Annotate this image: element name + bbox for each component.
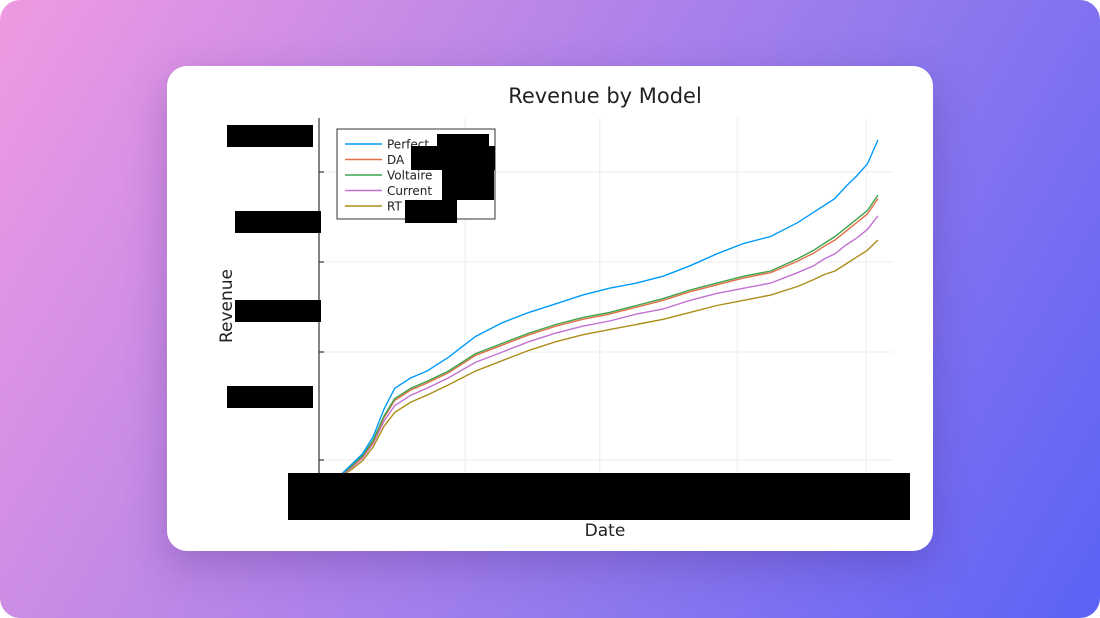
legend-label-da: DA: [387, 153, 405, 167]
series-lines: [340, 139, 879, 477]
y-axis-label: Revenue: [217, 269, 237, 343]
chart-title: Revenue by Model: [508, 84, 702, 108]
chart-card: Revenue by Model Date Revenue Perfect DA V…: [167, 66, 933, 551]
series-line-current: [340, 215, 879, 476]
legend-label-rt: RT: [387, 200, 402, 214]
redaction-y-tick-2: [235, 211, 321, 233]
axes: [318, 118, 324, 478]
x-axis-label: Date: [585, 521, 626, 541]
redactions: [227, 125, 910, 520]
series-line-rt: [340, 239, 879, 477]
series-line-da: [340, 198, 879, 476]
series-line-voltaire: [340, 194, 879, 476]
series-line-perfect: [340, 139, 879, 476]
redaction-y-tick-3: [235, 300, 321, 322]
revenue-chart: Revenue by Model Date Revenue PerfectDAV…: [217, 84, 910, 541]
redaction-y-tick-1: [227, 125, 313, 147]
legend-label-current: Current: [387, 184, 432, 198]
redaction-legend-3: [442, 162, 494, 200]
legend-label-voltaire: Voltaire: [387, 169, 432, 183]
redaction-y-tick-4: [227, 386, 313, 408]
redaction-x-ticks: [288, 473, 910, 520]
redaction-legend-4: [405, 200, 457, 223]
